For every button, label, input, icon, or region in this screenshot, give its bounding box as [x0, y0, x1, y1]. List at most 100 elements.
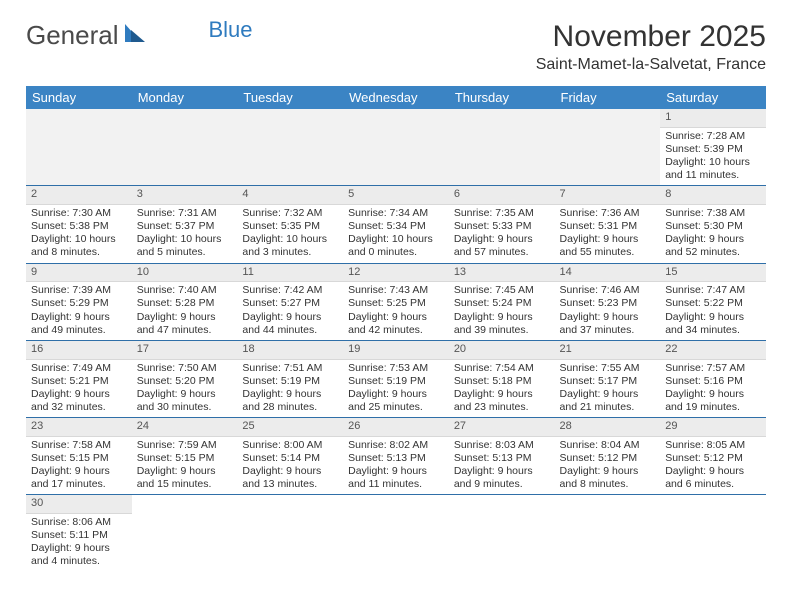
sunset-text: Sunset: 5:35 PM	[242, 220, 338, 233]
sunset-text: Sunset: 5:12 PM	[560, 452, 656, 465]
sunrise-text: Sunrise: 8:03 AM	[454, 439, 550, 452]
day-info: Sunrise: 7:42 AMSunset: 5:27 PMDaylight:…	[237, 282, 343, 340]
day-number: 4	[237, 186, 343, 205]
sunrise-text: Sunrise: 7:32 AM	[242, 207, 338, 220]
day-number: 25	[237, 418, 343, 437]
calendar-cell	[555, 495, 661, 572]
day-info: Sunrise: 7:45 AMSunset: 5:24 PMDaylight:…	[449, 282, 555, 340]
sunrise-text: Sunrise: 7:43 AM	[348, 284, 444, 297]
daylight-text: Daylight: 9 hours and 44 minutes.	[242, 311, 338, 337]
day-info: Sunrise: 7:49 AMSunset: 5:21 PMDaylight:…	[26, 360, 132, 418]
daylight-text: Daylight: 9 hours and 42 minutes.	[348, 311, 444, 337]
day-number: 5	[343, 186, 449, 205]
logo-text-1: General	[26, 20, 119, 51]
day-number: 22	[660, 341, 766, 360]
day-number: 11	[237, 264, 343, 283]
calendar-cell: 28Sunrise: 8:04 AMSunset: 5:12 PMDayligh…	[555, 418, 661, 495]
sunset-text: Sunset: 5:19 PM	[242, 375, 338, 388]
day-info: Sunrise: 7:38 AMSunset: 5:30 PMDaylight:…	[660, 205, 766, 263]
day-number: 3	[132, 186, 238, 205]
day-number: 21	[555, 341, 661, 360]
sunrise-text: Sunrise: 7:45 AM	[454, 284, 550, 297]
day-info: Sunrise: 7:50 AMSunset: 5:20 PMDaylight:…	[132, 360, 238, 418]
calendar-cell	[132, 495, 238, 572]
sunrise-text: Sunrise: 7:59 AM	[137, 439, 233, 452]
day-info: Sunrise: 8:05 AMSunset: 5:12 PMDaylight:…	[660, 437, 766, 495]
sunrise-text: Sunrise: 7:57 AM	[665, 362, 761, 375]
day-number: 6	[449, 186, 555, 205]
calendar-cell: 23Sunrise: 7:58 AMSunset: 5:15 PMDayligh…	[26, 418, 132, 495]
sunset-text: Sunset: 5:16 PM	[665, 375, 761, 388]
day-info: Sunrise: 7:30 AMSunset: 5:38 PMDaylight:…	[26, 205, 132, 263]
calendar-cell: 15Sunrise: 7:47 AMSunset: 5:22 PMDayligh…	[660, 263, 766, 340]
calendar-cell: 25Sunrise: 8:00 AMSunset: 5:14 PMDayligh…	[237, 418, 343, 495]
sunrise-text: Sunrise: 7:36 AM	[560, 207, 656, 220]
sunset-text: Sunset: 5:25 PM	[348, 297, 444, 310]
day-info: Sunrise: 7:47 AMSunset: 5:22 PMDaylight:…	[660, 282, 766, 340]
sunrise-text: Sunrise: 7:50 AM	[137, 362, 233, 375]
day-number: 26	[343, 418, 449, 437]
calendar-cell	[343, 495, 449, 572]
sunset-text: Sunset: 5:24 PM	[454, 297, 550, 310]
sunrise-text: Sunrise: 7:30 AM	[31, 207, 127, 220]
daylight-text: Daylight: 9 hours and 11 minutes.	[348, 465, 444, 491]
sunrise-text: Sunrise: 7:53 AM	[348, 362, 444, 375]
calendar-cell: 22 Sunrise: 7:57 AMSunset: 5:16 PMDayligh…	[660, 340, 766, 417]
daylight-text: Daylight: 9 hours and 19 minutes.	[665, 388, 761, 414]
daylight-text: Daylight: 9 hours and 9 minutes.	[454, 465, 550, 491]
daylight-text: Daylight: 9 hours and 13 minutes.	[242, 465, 338, 491]
sunset-text: Sunset: 5:39 PM	[665, 143, 761, 156]
sunrise-text: Sunrise: 7:49 AM	[31, 362, 127, 375]
calendar-cell: 29Sunrise: 8:05 AMSunset: 5:12 PMDayligh…	[660, 418, 766, 495]
day-info: Sunrise: 8:03 AMSunset: 5:13 PMDaylight:…	[449, 437, 555, 495]
weekday-header: Sunday	[26, 86, 132, 109]
calendar-row: 23Sunrise: 7:58 AMSunset: 5:15 PMDayligh…	[26, 418, 766, 495]
calendar-cell: 12Sunrise: 7:43 AMSunset: 5:25 PMDayligh…	[343, 263, 449, 340]
sunrise-text: Sunrise: 8:00 AM	[242, 439, 338, 452]
weekday-header: Monday	[132, 86, 238, 109]
sunset-text: Sunset: 5:38 PM	[31, 220, 127, 233]
sunset-text: Sunset: 5:13 PM	[454, 452, 550, 465]
daylight-text: Daylight: 9 hours and 49 minutes.	[31, 311, 127, 337]
calendar-head: SundayMondayTuesdayWednesdayThursdayFrid…	[26, 86, 766, 109]
day-number: 17	[132, 341, 238, 360]
sunrise-text: Sunrise: 8:05 AM	[665, 439, 761, 452]
weekday-header: Saturday	[660, 86, 766, 109]
calendar-table: SundayMondayTuesdayWednesdayThursdayFrid…	[26, 86, 766, 572]
calendar-cell: 7Sunrise: 7:36 AMSunset: 5:31 PMDaylight…	[555, 186, 661, 263]
day-number: 1	[660, 109, 766, 128]
calendar-cell: 4Sunrise: 7:32 AMSunset: 5:35 PMDaylight…	[237, 186, 343, 263]
daylight-text: Daylight: 9 hours and 57 minutes.	[454, 233, 550, 259]
sunrise-text: Sunrise: 7:46 AM	[560, 284, 656, 297]
calendar-cell	[132, 109, 238, 186]
day-info: Sunrise: 7:53 AMSunset: 5:19 PMDaylight:…	[343, 360, 449, 418]
calendar-cell: 10Sunrise: 7:40 AMSunset: 5:28 PMDayligh…	[132, 263, 238, 340]
sunset-text: Sunset: 5:22 PM	[665, 297, 761, 310]
sunrise-text: Sunrise: 7:58 AM	[31, 439, 127, 452]
daylight-text: Daylight: 9 hours and 55 minutes.	[560, 233, 656, 259]
sunrise-text: Sunrise: 7:39 AM	[31, 284, 127, 297]
sunset-text: Sunset: 5:21 PM	[31, 375, 127, 388]
calendar-cell: 5Sunrise: 7:34 AMSunset: 5:34 PMDaylight…	[343, 186, 449, 263]
calendar-cell: 11Sunrise: 7:42 AMSunset: 5:27 PMDayligh…	[237, 263, 343, 340]
calendar-cell: 1Sunrise: 7:28 AMSunset: 5:39 PMDaylight…	[660, 109, 766, 186]
sunrise-text: Sunrise: 8:04 AM	[560, 439, 656, 452]
day-number: 28	[555, 418, 661, 437]
day-info: Sunrise: 7:31 AMSunset: 5:37 PMDaylight:…	[132, 205, 238, 263]
sunrise-text: Sunrise: 7:55 AM	[560, 362, 656, 375]
calendar-cell	[555, 109, 661, 186]
day-info: Sunrise: 7:32 AMSunset: 5:35 PMDaylight:…	[237, 205, 343, 263]
sunrise-text: Sunrise: 7:38 AM	[665, 207, 761, 220]
day-number: 23	[26, 418, 132, 437]
day-info: Sunrise: 7:54 AMSunset: 5:18 PMDaylight:…	[449, 360, 555, 418]
day-number: 29	[660, 418, 766, 437]
daylight-text: Daylight: 9 hours and 4 minutes.	[31, 542, 127, 568]
day-number: 16	[26, 341, 132, 360]
day-info: Sunrise: 7:58 AMSunset: 5:15 PMDaylight:…	[26, 437, 132, 495]
calendar-cell: 3Sunrise: 7:31 AMSunset: 5:37 PMDaylight…	[132, 186, 238, 263]
sunset-text: Sunset: 5:34 PM	[348, 220, 444, 233]
daylight-text: Daylight: 9 hours and 25 minutes.	[348, 388, 444, 414]
calendar-cell: 6Sunrise: 7:35 AMSunset: 5:33 PMDaylight…	[449, 186, 555, 263]
calendar-cell: 14Sunrise: 7:46 AMSunset: 5:23 PMDayligh…	[555, 263, 661, 340]
weekday-header: Tuesday	[237, 86, 343, 109]
